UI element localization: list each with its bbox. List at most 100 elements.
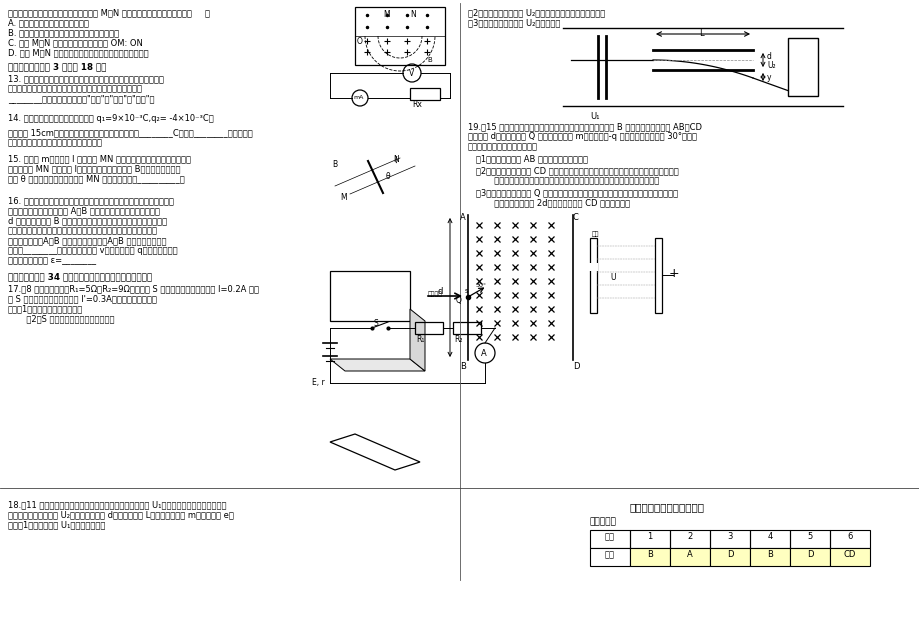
Text: 4: 4	[766, 532, 772, 541]
Text: Rx: Rx	[412, 100, 422, 109]
Text: D. 打在 M、N 两点的离子在下面的磁场中经历的时间相等: D. 打在 M、N 两点的离子在下面的磁场中经历的时间相等	[8, 48, 149, 57]
Text: 垂直射入磁场，A、B 两极间便产生电压，A、B 板哪一个是发电机: 垂直射入磁场，A、B 两极间便产生电压，A、B 板哪一个是发电机	[8, 236, 166, 245]
Text: B: B	[646, 550, 652, 559]
Text: 匀强磁场，偏转半周后分别打在荧屏上的 M、N 两点，下列说法中不正确的有（     ）: 匀强磁场，偏转半周后分别打在荧屏上的 M、N 两点，下列说法中不正确的有（ ）	[8, 8, 210, 17]
Bar	[669, 530, 709, 548]
Bar	[789, 548, 829, 566]
Text: B: B	[332, 160, 336, 169]
Text: 它们相距 15cm，现引入第三个点电荷，它应带电量为________C，放在________位置（具体: 它们相距 15cm，现引入第三个点电荷，它应带电量为________C，放在__…	[8, 128, 253, 137]
Text: A: A	[460, 213, 465, 222]
Text: 零且不碰到负极板，则极板间电压及整个过程中粒子在磁场中运动的时间？: 零且不碰到负极板，则极板间电压及整个过程中粒子在磁场中运动的时间？	[468, 176, 659, 185]
Text: （3）若带电粒子可以从 Q 点沿纸面各个方向射入磁场，且带电粒子在磁场中做匀速圆周: （3）若带电粒子可以从 Q 点沿纸面各个方向射入磁场，且带电粒子在磁场中做匀速圆…	[468, 188, 677, 197]
Text: 6: 6	[846, 532, 852, 541]
Text: B: B	[426, 57, 431, 63]
Text: 电离的气体，含有大量带正电和带负电的带电粒子，而整体呈中性）: 电离的气体，含有大量带正电和带负电的带电粒子，而整体呈中性）	[8, 226, 158, 235]
Text: 2: 2	[686, 532, 692, 541]
Text: U: U	[609, 273, 615, 282]
Text: Q: Q	[456, 296, 461, 305]
Bar	[709, 548, 749, 566]
Text: 运动的轨道半径为 2d，则粒子能打到 CD 边界的范围？: 运动的轨道半径为 2d，则粒子能打到 CD 边界的范围？	[468, 198, 630, 207]
Bar	[414, 322, 443, 334]
Text: 位置）才能使三个点电荷都处于静止状态。: 位置）才能使三个点电荷都处于静止状态。	[8, 138, 103, 147]
Text: C. 打在 M、N 两点的离子的质量之比为 OM: ON: C. 打在 M、N 两点的离子的质量之比为 OM: ON	[8, 38, 142, 47]
Bar	[410, 88, 439, 100]
Bar	[588, 263, 597, 271]
Text: d: d	[437, 287, 443, 296]
Polygon shape	[330, 359, 425, 371]
Text: 射入磁场，粒子重力不计，求：: 射入磁场，粒子重力不计，求：	[468, 142, 538, 151]
Bar	[829, 548, 869, 566]
Text: 一、选择题: 一、选择题	[589, 517, 617, 526]
Bar	[630, 530, 669, 548]
Text: B. 速度选择器中的匀强磁场方向垂直于纸面向里: B. 速度选择器中的匀强磁场方向垂直于纸面向里	[8, 28, 119, 37]
Text: R₂: R₂	[453, 335, 462, 344]
Text: C: C	[573, 213, 578, 222]
Bar	[709, 530, 749, 548]
Text: 19.（15 分）如图所示，在空间中存在垂直纸面向里的场强为 B 的匀强磁场，其边界 AB、CD: 19.（15 分）如图所示，在空间中存在垂直纸面向里的场强为 B 的匀强磁场，其…	[468, 122, 701, 131]
Text: 小孔: 小孔	[591, 231, 599, 237]
Text: N: N	[410, 10, 415, 19]
Bar	[789, 530, 829, 548]
Text: 求：（1）电子经电压 U₁加速后的速度；: 求：（1）电子经电压 U₁加速后的速度；	[8, 520, 106, 529]
Bar	[654, 238, 662, 313]
Text: B: B	[460, 362, 465, 371]
Bar	[749, 530, 789, 548]
Text: 体发电机的电动势 ε=________: 体发电机的电动势 ε=________	[8, 256, 96, 265]
Text: 场，偏转电场的电压为 U₂，两极板间距为 d，极板长度为 L，电子的质量为 m，电荷量为 e，: 场，偏转电场的电压为 U₂，两极板间距为 d，极板长度为 L，电子的质量为 m，…	[8, 510, 233, 519]
Text: B: B	[766, 550, 772, 559]
Bar	[589, 548, 630, 566]
Text: 17.（8 分）如图所示，R₁=5Ω，R₂=9Ω，当开关 S 断开时，电流表的示数为 I=0.2A 当开: 17.（8 分）如图所示，R₁=5Ω，R₂=9Ω，当开关 S 断开时，电流表的示…	[8, 284, 259, 293]
Text: 求：（1）电源的电动势和内阻，: 求：（1）电源的电动势和内阻，	[8, 304, 83, 313]
Text: d: d	[766, 52, 771, 61]
Text: 30°: 30°	[475, 283, 486, 288]
Text: 高二期末试题答案仅供参考: 高二期末试题答案仅供参考	[630, 502, 704, 512]
Text: 选项: 选项	[605, 550, 614, 559]
Bar	[829, 530, 869, 548]
Bar	[452, 322, 481, 334]
Text: R₁: R₁	[415, 335, 424, 344]
Text: 16. 磁流体发电是一项新兴技术，它可以把物体的内能直接转化为电能。: 16. 磁流体发电是一项新兴技术，它可以把物体的内能直接转化为电能。	[8, 196, 174, 205]
Text: 的宽度为 d，在左边界的 Q 点处有一质量为 m、带电量为-q 的粒子沿与左边界成 30°的方向: 的宽度为 d，在左边界的 Q 点处有一质量为 m、带电量为-q 的粒子沿与左边界…	[468, 132, 697, 141]
Text: 和电压表的内阻的影响不能忽略，则该连接方式测量的电阻值: 和电压表的内阻的影响不能忽略，则该连接方式测量的电阻值	[8, 84, 142, 93]
Text: 下图是磁流体发电机的装置 A、B 组成一对平行电极，两极间距为: 下图是磁流体发电机的装置 A、B 组成一对平行电极，两极间距为	[8, 206, 160, 215]
Text: M: M	[340, 193, 346, 202]
Text: （1）带电粒子能从 AB 边界飞出的最大速度？: （1）带电粒子能从 AB 边界飞出的最大速度？	[468, 154, 587, 163]
Text: 题号: 题号	[605, 532, 614, 541]
Text: 18.（11 分）如图为示波器工作原理的示意图，电子经电压 U₁从静止加速后垂直进入偏转电: 18.（11 分）如图为示波器工作原理的示意图，电子经电压 U₁从静止加速后垂直…	[8, 500, 226, 509]
Text: S: S	[374, 319, 379, 328]
Text: （2）若带电粒子能垂直 CD 边界飞出磁场，穿过小孔进入如图所示的匀强电场中减速至: （2）若带电粒子能垂直 CD 边界飞出磁场，穿过小孔进入如图所示的匀强电场中减速…	[468, 166, 678, 175]
Bar	[669, 548, 709, 566]
Text: d 内有磁感强度为 B 的匀强磁场，现将携带一束等离子体（即高温下: d 内有磁感强度为 B 的匀强磁场，现将携带一束等离子体（即高温下	[8, 216, 167, 225]
Text: D: D	[726, 550, 732, 559]
Text: 二、填空题（每空 3 分，共 18 分）: 二、填空题（每空 3 分，共 18 分）	[8, 62, 107, 71]
Polygon shape	[410, 309, 425, 371]
Text: s: s	[464, 288, 468, 294]
Text: D: D	[806, 550, 812, 559]
Text: U₂: U₂	[766, 61, 775, 70]
Text: y: y	[766, 73, 771, 82]
Text: U₁: U₁	[589, 112, 599, 121]
Text: 13. 如图所示，为用伏安法测量电阻时的一种连接方式，如果电流表: 13. 如图所示，为用伏安法测量电阻时的一种连接方式，如果电流表	[8, 74, 164, 83]
Text: 3: 3	[727, 532, 732, 541]
Text: 垂直，通过 MN 的电流为 I，匀强磁场的磁感强度为 B，其方向与导轨平: 垂直，通过 MN 的电流为 I，匀强磁场的磁感强度为 B，其方向与导轨平	[8, 164, 180, 173]
Text: M: M	[382, 10, 390, 19]
Text: （2）S 断开情况下，电源的输出功率: （2）S 断开情况下，电源的输出功率	[8, 314, 114, 323]
Text: 三、计算题（共 34 分，要求写出必要的文字说明及公式）: 三、计算题（共 34 分，要求写出必要的文字说明及公式）	[8, 272, 152, 281]
Text: 14. 真空中有两个点电荷，分别带电 q₁=9×10⁻³C,q₂= -4×10⁻³C，: 14. 真空中有两个点电荷，分别带电 q₁=9×10⁻³C,q₂= -4×10⁻…	[8, 114, 213, 123]
Text: D: D	[573, 362, 579, 371]
Bar	[589, 530, 630, 548]
Bar	[589, 238, 596, 313]
Text: O: O	[357, 37, 362, 46]
Text: 1: 1	[647, 532, 652, 541]
Text: 等离子束: 等离子束	[427, 291, 443, 297]
Text: E, r: E, r	[312, 378, 324, 387]
Text: 面成 θ 角斜向上，如图所示，求 MN 受到的支持力为__________。: 面成 θ 角斜向上，如图所示，求 MN 受到的支持力为__________。	[8, 174, 185, 183]
Text: （3）电子离开偏转电场 U₂时的动能。: （3）电子离开偏转电场 U₂时的动能。	[468, 18, 560, 27]
Text: 的正极________每个离子的速度为 v，电量大小为 q，稳定时，磁流: 的正极________每个离子的速度为 v，电量大小为 q，稳定时，磁流	[8, 246, 177, 255]
Text: A: A	[481, 349, 486, 358]
Text: N: N	[392, 155, 398, 164]
Text: ________电阻的真实值。（填"大于"、"小于"或"等于"）: ________电阻的真实值。（填"大于"、"小于"或"等于"）	[8, 94, 154, 103]
Text: mA: mA	[353, 95, 363, 100]
Bar	[788, 38, 817, 96]
Text: CD: CD	[843, 550, 856, 559]
